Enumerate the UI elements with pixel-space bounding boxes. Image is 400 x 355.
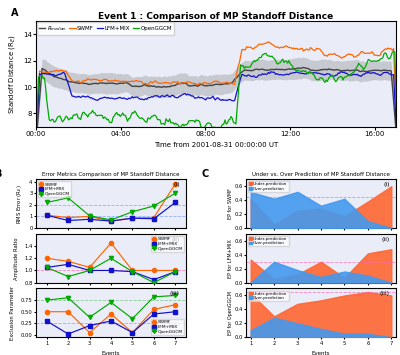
LFM+MIX (35, 120, 40, 125)
LFM+MIX (268, 70, 273, 74)
$R_{median}$ (301, 65, 306, 70)
OpenGGCM (248, 65, 253, 69)
Y-axis label: EP for OpenGGCM: EP for OpenGGCM (228, 291, 233, 335)
SWMF (35, 118, 40, 122)
Legend: $R_{median}$, SWMF, LFM+MIX, OpenGGCM: $R_{median}$, SWMF, LFM+MIX, OpenGGCM (37, 22, 174, 35)
Text: (iii): (iii) (170, 291, 180, 296)
Text: (ii): (ii) (172, 237, 180, 242)
Y-axis label: RMS Error (R$_E$): RMS Error (R$_E$) (14, 184, 24, 224)
Legend: SWMF, LFM+MIX, OpenGGCM: SWMF, LFM+MIX, OpenGGCM (151, 236, 184, 252)
Title: Error Metrics Comparison of MP Standoff Distance: Error Metrics Comparison of MP Standoff … (42, 173, 180, 178)
SWMF (338, 55, 343, 59)
SWMF (247, 45, 252, 49)
Legend: SWMF, LFM+MIX, OpenGGCM: SWMF, LFM+MIX, OpenGGCM (38, 181, 71, 197)
OpenGGCM (337, 75, 342, 79)
Text: (i): (i) (384, 182, 390, 187)
Line: $R_{median}$: $R_{median}$ (36, 67, 396, 143)
OpenGGCM (254, 58, 259, 62)
LFM+MIX (338, 70, 343, 74)
$R_{median}$ (394, 129, 398, 133)
$R_{median}$ (35, 126, 40, 130)
Text: (ii): (ii) (382, 237, 390, 242)
Text: B: B (0, 169, 1, 179)
OpenGGCM (360, 65, 365, 69)
$R_{median}$ (248, 69, 253, 73)
$R_{median}$ (338, 69, 343, 73)
LFM+MIX (394, 120, 398, 125)
SWMF (248, 45, 253, 49)
SWMF (394, 104, 398, 108)
$R_{median}$ (361, 69, 366, 73)
OpenGGCM (391, 49, 396, 53)
LFM+MIX (361, 72, 366, 76)
Y-axis label: EP for SWMF: EP for SWMF (228, 188, 233, 219)
Legend: Under-prediction, Over-prediction: Under-prediction, Over-prediction (248, 236, 288, 246)
Title: Under vs. Over Prediction of MP Standoff Distance: Under vs. Over Prediction of MP Standoff… (252, 173, 390, 178)
X-axis label: Time from 2001-08-31 00:00:00 UT: Time from 2001-08-31 00:00:00 UT (154, 142, 278, 148)
X-axis label: Events: Events (102, 351, 120, 355)
Y-axis label: Amplitude Ratio: Amplitude Ratio (14, 237, 18, 279)
LFM+MIX (248, 74, 253, 78)
SWMF (266, 40, 271, 44)
Line: OpenGGCM: OpenGGCM (36, 51, 396, 151)
OpenGGCM (34, 148, 38, 153)
OpenGGCM (247, 65, 252, 69)
Text: A: A (11, 8, 18, 18)
$R_{median}$ (254, 67, 259, 71)
Y-axis label: Exclusion Parameter: Exclusion Parameter (10, 286, 15, 340)
Y-axis label: EP for LFM+MIX: EP for LFM+MIX (228, 239, 233, 278)
Legend: Under-prediction, Over-prediction: Under-prediction, Over-prediction (248, 291, 288, 301)
Line: LFM+MIX: LFM+MIX (36, 72, 396, 147)
OpenGGCM (35, 113, 40, 118)
$R_{median}$ (34, 141, 38, 145)
Text: (iii): (iii) (380, 291, 390, 296)
Line: SWMF: SWMF (36, 42, 396, 145)
LFM+MIX (34, 145, 38, 149)
Y-axis label: Standoff Distance (R$_E$): Standoff Distance (R$_E$) (7, 34, 17, 114)
SWMF (34, 143, 38, 147)
SWMF (254, 45, 259, 49)
Text: C: C (201, 169, 208, 179)
Legend: Under-prediction, Over-prediction: Under-prediction, Over-prediction (248, 181, 288, 192)
SWMF (361, 50, 366, 55)
$R_{median}$ (247, 69, 252, 73)
LFM+MIX (247, 73, 252, 77)
X-axis label: Events: Events (312, 351, 330, 355)
OpenGGCM (394, 93, 398, 97)
LFM+MIX (254, 75, 259, 80)
Title: Event 1 : Comparison of MP Standoff Distance: Event 1 : Comparison of MP Standoff Dist… (98, 11, 334, 21)
Legend: SWMF, LFM+MIX, OpenGGCM: SWMF, LFM+MIX, OpenGGCM (151, 319, 184, 335)
Text: (i): (i) (174, 182, 180, 187)
